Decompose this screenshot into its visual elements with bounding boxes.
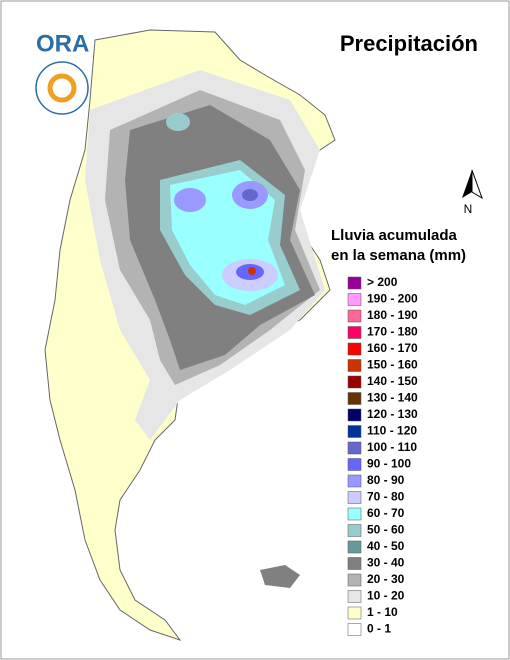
rain-80-90 xyxy=(174,188,206,212)
legend-label: 150 - 160 xyxy=(367,358,418,372)
legend-label: 80 - 90 xyxy=(367,473,405,487)
legend-swatch xyxy=(347,623,362,636)
legend-swatch xyxy=(347,441,362,455)
legend-label: 90 - 100 xyxy=(367,457,411,471)
legend-swatch xyxy=(347,507,362,521)
rain-100-110 xyxy=(242,189,258,201)
north-arrow xyxy=(462,170,472,198)
title: Precipitación xyxy=(340,31,478,56)
legend-swatch xyxy=(347,573,362,587)
legend-label: 190 - 200 xyxy=(367,292,418,306)
legend-swatch xyxy=(347,392,362,405)
rain-peak xyxy=(248,267,256,275)
logo: ORA xyxy=(36,30,89,57)
north-label: N xyxy=(464,202,473,216)
legend-swatch xyxy=(347,524,362,537)
rain-50-60 xyxy=(166,113,190,131)
legend-swatch xyxy=(347,293,362,306)
logo-seal xyxy=(35,61,89,115)
legend-label: 0 - 1 xyxy=(367,622,391,636)
legend-label: > 200 xyxy=(367,275,398,289)
legend-swatch xyxy=(347,590,362,603)
legend-swatch xyxy=(347,425,362,438)
legend-label: 10 - 20 xyxy=(367,589,405,603)
legend-swatch xyxy=(347,540,362,554)
legend-label: 130 - 140 xyxy=(367,391,418,405)
legend-label: 50 - 60 xyxy=(367,523,405,537)
legend-swatch xyxy=(347,375,362,389)
legend-label: 180 - 190 xyxy=(367,308,418,322)
legend-swatch xyxy=(347,474,362,488)
legend-title: en la semana (mm) xyxy=(331,247,466,264)
legend-swatch xyxy=(347,557,362,570)
legend: Lluvia acumulada en la semana (mm) > 200 19… xyxy=(331,227,466,636)
legend-label: 20 - 30 xyxy=(367,572,405,586)
legend-label: 1 - 10 xyxy=(367,605,398,619)
legend-swatch xyxy=(347,276,362,290)
legend-label: 140 - 150 xyxy=(367,374,418,388)
legend-label: 40 - 50 xyxy=(367,539,405,553)
legend-label: 70 - 80 xyxy=(367,490,405,504)
legend-swatch xyxy=(347,606,362,620)
legend-swatch xyxy=(347,326,362,339)
legend-swatch xyxy=(347,458,362,471)
legend-label: 160 - 170 xyxy=(367,341,418,355)
legend-swatch xyxy=(347,359,362,372)
legend-label: 30 - 40 xyxy=(367,556,405,570)
legend-title: Lluvia acumulada xyxy=(331,227,458,244)
legend-label: 120 - 130 xyxy=(367,407,418,421)
legend-label: 110 - 120 xyxy=(367,424,417,438)
legend-label: 170 - 180 xyxy=(367,325,418,339)
legend-label: 100 - 110 xyxy=(367,440,417,454)
map xyxy=(44,29,336,641)
legend-swatch xyxy=(347,342,362,356)
legend-swatch xyxy=(347,309,362,323)
islands xyxy=(260,565,300,588)
legend-swatch xyxy=(347,408,362,422)
north-arrow xyxy=(471,169,483,200)
logo-seal-mark xyxy=(47,73,77,103)
legend-label: 60 - 70 xyxy=(367,506,405,520)
legend-swatch xyxy=(347,491,362,504)
